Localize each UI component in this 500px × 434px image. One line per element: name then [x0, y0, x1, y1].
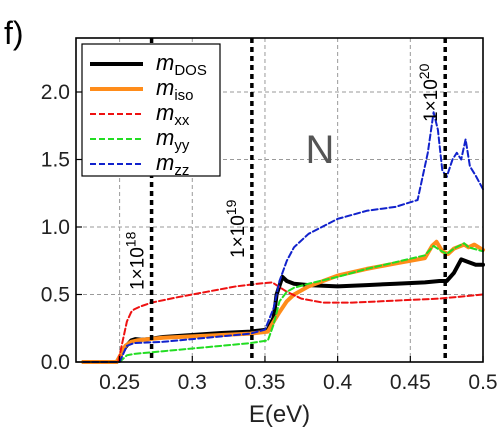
y-tick-label: 1.0 — [41, 216, 70, 239]
ticks: 0.25 0.3 0.35 0.4 0.45 0.5 0.0 0.5 1.0 1.5 2.0 — [41, 81, 498, 394]
doping-label-18: 1×1018 — [123, 231, 149, 290]
x-tick-label: 0.3 — [178, 371, 207, 394]
legend-label-iso: miso — [156, 75, 194, 104]
legend-label-yy: myy — [156, 125, 190, 154]
region-label: N — [306, 128, 335, 172]
doping-label-19: 1×1019 — [223, 199, 249, 258]
series-line-zz — [82, 111, 484, 363]
vertical-lines: 1×1018 1×1019 1×1020 — [123, 38, 447, 362]
legend-label-xx: mxx — [156, 100, 190, 129]
y-tick-label: 0.0 — [41, 351, 70, 374]
panel-label: f) — [4, 15, 24, 51]
doping-label-20: 1×1020 — [416, 63, 442, 122]
x-axis-title: E(eV) — [249, 401, 310, 428]
series-line-yy — [82, 242, 484, 363]
x-tick-label: 0.25 — [99, 371, 140, 394]
plot-frame — [75, 37, 484, 363]
x-tick-label: 0.4 — [323, 371, 353, 394]
x-tick-label: 0.45 — [390, 371, 431, 394]
y-tick-label: 1.5 — [41, 149, 70, 172]
x-tick-label: 0.35 — [245, 371, 286, 394]
series-line-xx — [82, 281, 484, 363]
legend-label-zz: mzz — [156, 150, 189, 179]
y-tick-label: 0.5 — [41, 284, 70, 307]
series-group — [81, 111, 485, 364]
y-tick-label: 2.0 — [41, 81, 70, 104]
legend-label-DOS: mDOS — [156, 50, 207, 79]
x-tick-label: 0.5 — [468, 371, 497, 394]
